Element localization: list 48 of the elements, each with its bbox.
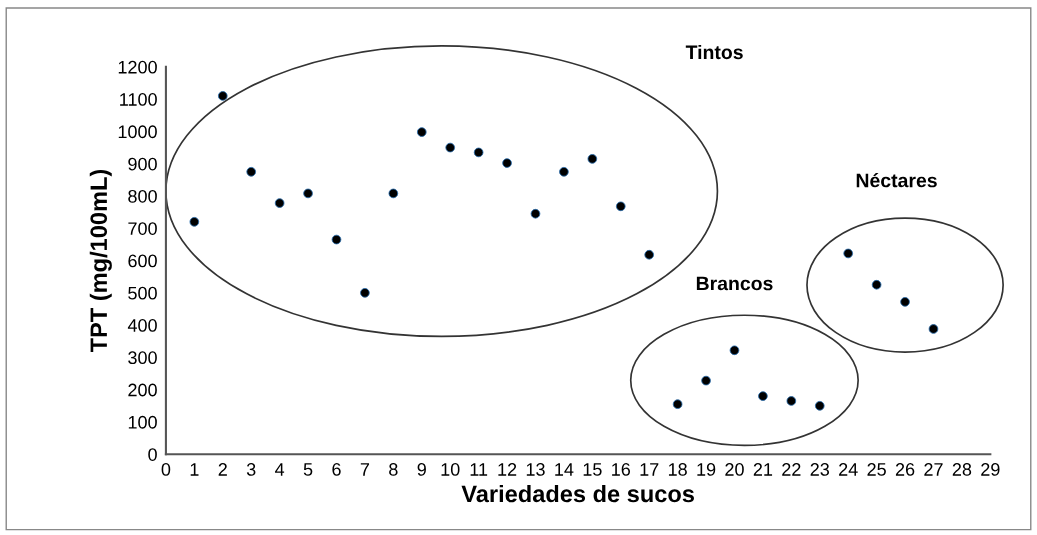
text: Tintos xyxy=(685,44,743,60)
x-tick-label: 18 xyxy=(668,463,687,476)
x-tick-label: 5 xyxy=(303,463,313,476)
x-tick-label: 26 xyxy=(895,463,915,476)
x-tick-label: 16 xyxy=(612,463,631,476)
x-tick-label: 2 xyxy=(218,463,227,476)
x-tick-label: 14 xyxy=(555,463,574,476)
x-tick-label: 9 xyxy=(417,463,426,476)
x-tick-label: 0 xyxy=(161,463,171,476)
annotation: Brancos xyxy=(696,276,773,291)
y-tick-label: 500 xyxy=(128,286,157,300)
x-tick-label: 11 xyxy=(470,463,488,476)
x-tick-label: 22 xyxy=(782,463,801,476)
x-tick-label: 15 xyxy=(583,463,602,476)
x-tick-label: 1 xyxy=(190,463,199,476)
y-tick-label: 1000 xyxy=(118,125,157,139)
x-tick-label: 28 xyxy=(952,463,972,476)
x-tick-label: 29 xyxy=(981,463,1000,476)
x-tick-label: 10 xyxy=(441,463,460,476)
y-tick-label: 200 xyxy=(128,383,157,397)
x-tick-label: 8 xyxy=(389,463,398,476)
y-tick-label: 1200 xyxy=(118,60,157,74)
x-tick-label: 6 xyxy=(332,463,341,476)
annotation: Néctares xyxy=(856,172,937,188)
x-tick-label: 7 xyxy=(360,463,370,476)
x-tick-label: 17 xyxy=(640,463,659,476)
x-tick-label: 23 xyxy=(810,463,830,476)
x-tick-label: 13 xyxy=(526,463,545,476)
y-tick-label: 900 xyxy=(128,157,157,171)
y-tick-label: 800 xyxy=(128,189,157,203)
y-axis-title: TPT (mg/100mL) xyxy=(89,169,112,353)
x-tick-label: 3 xyxy=(246,463,256,476)
y-tick-label: 0 xyxy=(148,448,157,461)
y-tick-label: 600 xyxy=(128,254,157,268)
y-tick-label: 300 xyxy=(128,351,157,365)
x-tick-label: 20 xyxy=(725,463,744,476)
x-tick-label: 24 xyxy=(839,463,858,476)
x-axis-title: Variedades de sucos xyxy=(461,484,694,503)
x-tick-label: 12 xyxy=(498,463,517,476)
x-tick-label: 25 xyxy=(867,463,886,476)
x-tick-label: 27 xyxy=(924,463,943,476)
y-tick-label: 1100 xyxy=(120,93,157,106)
x-tick-label: 19 xyxy=(697,463,716,476)
y-tick-label: 100 xyxy=(128,415,157,429)
x-tick-label: 21 xyxy=(753,463,773,476)
x-tick-label: 4 xyxy=(275,463,285,476)
y-tick-label: 400 xyxy=(127,319,157,332)
y-tick-label: 700 xyxy=(128,222,157,235)
